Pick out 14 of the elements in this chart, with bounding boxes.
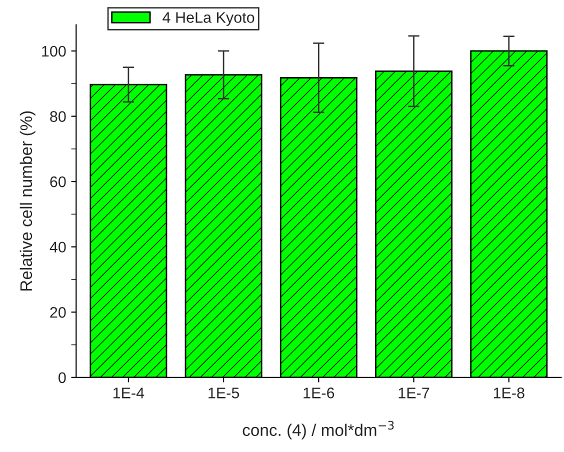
- x-tick-label: 1E-7: [398, 388, 430, 398]
- y-tick-label: 60: [50, 176, 66, 188]
- y-axis-title: Relative cell number (%): [20, 111, 36, 291]
- y-tick-label: 100: [42, 46, 66, 57]
- x-tick-label: 1E-4: [113, 388, 144, 398]
- y-tick-label: 20: [50, 307, 66, 318]
- y-tick-label: 80: [50, 111, 66, 122]
- legend-label: 4 HeLa Kyoto: [162, 12, 254, 26]
- y-tick-label: 0: [58, 372, 66, 384]
- y-tick-label: 40: [50, 242, 66, 253]
- x-tick-label: 1E-5: [208, 388, 240, 398]
- x-tick-label: 1E-8: [494, 388, 524, 398]
- x-tick-label: 1E-6: [304, 388, 334, 398]
- x-axis-title: conc. (4) / mol*dm$^{−3}$: [242, 420, 394, 440]
